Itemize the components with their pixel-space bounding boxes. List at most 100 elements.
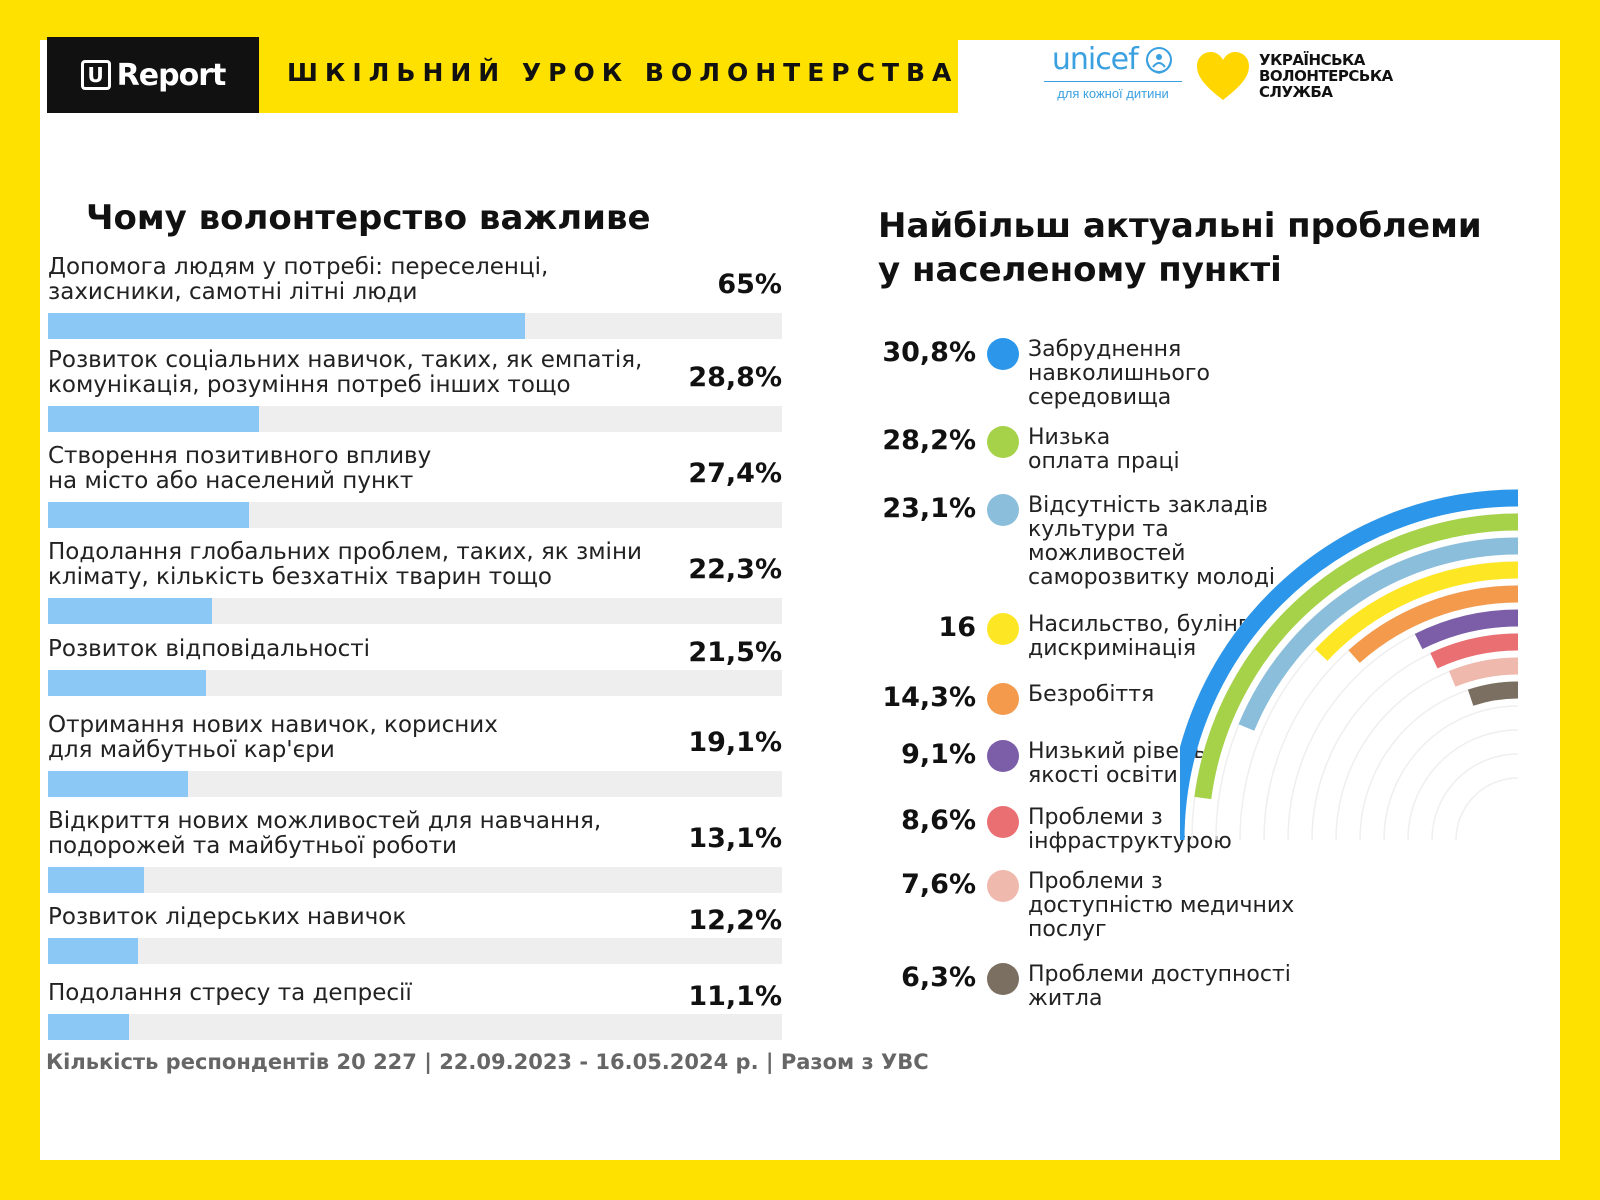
- legend-label-line: дискримінація: [1028, 636, 1197, 661]
- legend-label-line: Проблеми з: [1028, 805, 1163, 830]
- bar-label-line: Допомога людям у потребі: переселенці,: [48, 254, 549, 280]
- legend-swatch: [987, 963, 1019, 995]
- legend-item: 7,6% Проблеми з доступністю медичних послуг: [0, 869, 1340, 942]
- bar: [48, 938, 138, 964]
- legend-label: Насильство, булінг, дискримінація: [1028, 613, 1328, 661]
- bar: [48, 406, 259, 432]
- bar: [48, 598, 212, 624]
- legend-value: 28,2%: [882, 425, 976, 456]
- legend-label: Низька оплата праці: [1028, 426, 1328, 474]
- radial-bar-chart: [1180, 489, 1519, 841]
- legend-swatch: [987, 806, 1019, 838]
- bar-track: [48, 867, 782, 893]
- radial-bar: [1315, 561, 1519, 661]
- radial-bar: [1414, 609, 1519, 650]
- bar: [48, 670, 206, 696]
- legend-label: Проблеми з доступністю медичних послуг: [1028, 870, 1328, 942]
- bar-label: Розвиток соціальних навичок, таких, як е…: [48, 348, 658, 398]
- unicef-divider: [1044, 81, 1182, 82]
- bar-track: [48, 502, 782, 528]
- right-title-line: Найбільш актуальні проблеми: [878, 206, 1482, 246]
- bar-track: [48, 938, 782, 964]
- legend-value: 6,3%: [901, 962, 976, 993]
- bar: [48, 313, 525, 339]
- bar-row: Відкриття нових можливостей для навчання…: [48, 809, 782, 895]
- bar-label: Відкриття нових можливостей для навчання…: [48, 809, 658, 859]
- bar-label-line: для майбутньої кар'єри: [48, 737, 335, 763]
- legend-label-line: інфраструктурою: [1028, 829, 1232, 854]
- unicef-logo: unicef для кожної дитини: [1038, 42, 1188, 101]
- uvs-name-line: ВОЛОНТЕРСЬКА: [1259, 67, 1393, 85]
- legend-label: Проблеми доступності житла: [1028, 963, 1328, 1011]
- bar-label-line: захисники, самотні літні люди: [48, 279, 418, 305]
- legend-swatch: [987, 740, 1019, 772]
- legend-item: 28,2% Низька оплата праці: [0, 425, 1340, 474]
- gridline-arc: [1407, 729, 1519, 841]
- bar-row: Розвиток соціальних навичок, таких, як е…: [48, 348, 782, 434]
- legend-item: 6,3% Проблеми доступності житла: [0, 962, 1340, 1011]
- uvs-name: УКРАЇНСЬКА ВОЛОНТЕРСЬКА СЛУЖБА: [1259, 52, 1393, 100]
- legend-label-line: культури та: [1028, 517, 1169, 542]
- legend-label-line: доступністю медичних: [1028, 893, 1295, 918]
- bar-label-line: Створення позитивного впливу: [48, 443, 432, 469]
- legend-item: 23,1% Відсутність закладів культури та можл…: [0, 493, 1340, 590]
- bar-label: Отримання нових навичок, корисних для май…: [48, 713, 658, 763]
- bar-label-line: Подолання стресу та депресії: [48, 980, 412, 1006]
- bar-row: Подолання глобальних проблем, таких, як …: [48, 540, 782, 626]
- legend-swatch: [987, 683, 1019, 715]
- bar-label-line: Розвиток соціальних навичок, таких, як е…: [48, 347, 643, 373]
- bar-value-label: 28,8%: [688, 362, 782, 393]
- bar-row: Розвиток відповідальності 21,5%: [48, 637, 782, 698]
- bar-track: [48, 771, 782, 797]
- bar-label-line: Розвиток лідерських навичок: [48, 904, 407, 930]
- legend-label-line: Насильство, булінг,: [1028, 612, 1257, 637]
- bar-label-line: Відкриття нових можливостей для навчання…: [48, 808, 602, 834]
- radial-bar: [1194, 513, 1519, 800]
- legend-label-line: оплата праці: [1028, 449, 1180, 474]
- bar-value-label: 11,1%: [688, 981, 782, 1012]
- bar-value-label: 22,3%: [688, 554, 782, 585]
- legend-label-line: можливостей: [1028, 541, 1186, 566]
- uvs-name-line: СЛУЖБА: [1259, 83, 1333, 101]
- legend-swatch: [987, 426, 1019, 458]
- ureport-logo: U Report: [47, 37, 259, 113]
- bar-row: Отримання нових навичок, корисних для май…: [48, 713, 782, 799]
- legend-label-line: середовища: [1028, 385, 1172, 410]
- bar-track: [48, 670, 782, 696]
- legend-swatch: [987, 870, 1019, 902]
- legend-value: 7,6%: [901, 869, 976, 900]
- legend-swatch: [987, 613, 1019, 645]
- legend-value: 14,3%: [882, 682, 976, 713]
- bar-row: Розвиток лідерських навичок 12,2%: [48, 905, 782, 966]
- bar-label: Подолання глобальних проблем, таких, як …: [48, 540, 658, 590]
- legend-value: 16: [938, 612, 976, 643]
- uvs-name-line: УКРАЇНСЬКА: [1259, 51, 1365, 69]
- legend-label: Забруднення навколишнього середовища: [1028, 338, 1328, 410]
- bar-value-label: 12,2%: [688, 905, 782, 936]
- gridline-arc: [1455, 777, 1519, 841]
- bar-value-label: 13,1%: [688, 823, 782, 854]
- unicef-tagline: для кожної дитини: [1057, 86, 1169, 101]
- gridline-arc: [1431, 753, 1519, 841]
- gridline-arc: [1359, 681, 1519, 841]
- unicef-name: unicef: [1051, 42, 1139, 77]
- legend-value: 30,8%: [882, 337, 976, 368]
- heart-icon: [1197, 52, 1249, 100]
- bar-value-label: 27,4%: [688, 458, 782, 489]
- bar: [48, 1014, 129, 1040]
- left-chart-title: Чому волонтерство важливе: [86, 198, 651, 238]
- bar-label: Розвиток відповідальності: [48, 637, 658, 662]
- right-title-line: у населеному пункті: [878, 250, 1282, 290]
- legend-label: Проблеми з інфраструктурою: [1028, 806, 1328, 854]
- legend-value: 23,1%: [882, 493, 976, 524]
- right-chart-title: Найбільш актуальні проблеми у населеному…: [878, 204, 1482, 292]
- bar: [48, 502, 249, 528]
- bar-track: [48, 1014, 782, 1040]
- legend-item: 14,3% Безробіття: [0, 682, 1340, 715]
- legend-value: 9,1%: [901, 739, 976, 770]
- bar-track: [48, 598, 782, 624]
- ureport-brand: Report: [116, 57, 227, 93]
- bar-label-line: Отримання нових навичок, корисних: [48, 712, 498, 738]
- bar: [48, 867, 144, 893]
- bar-label: Створення позитивного впливу на місто або…: [48, 444, 658, 494]
